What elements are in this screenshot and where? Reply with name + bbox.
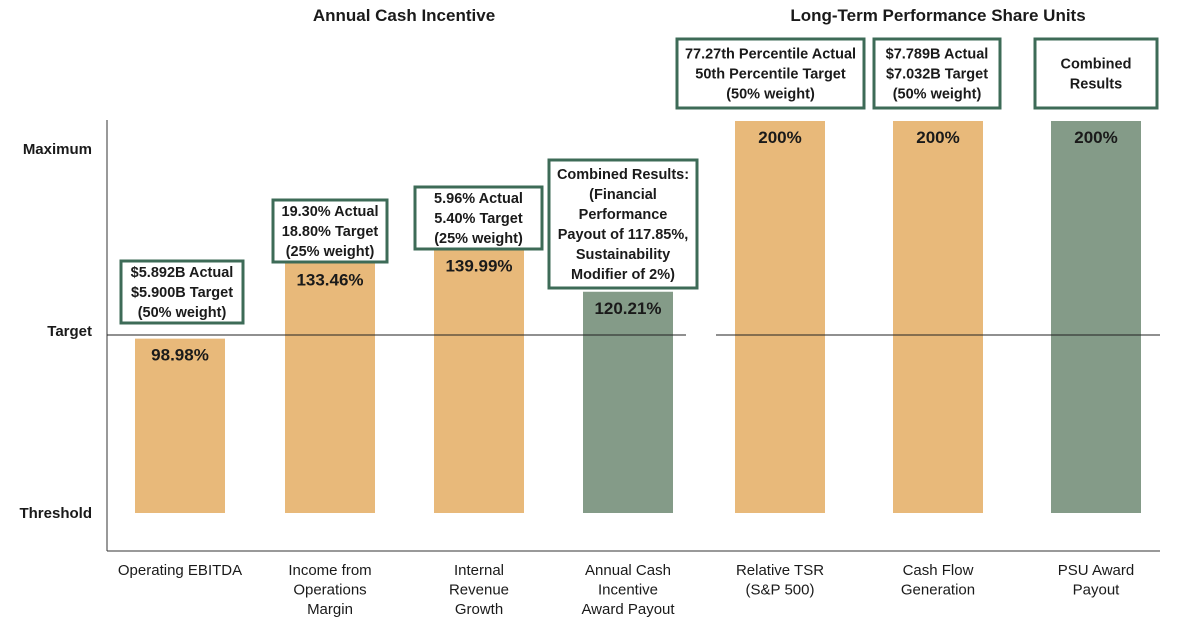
- bar: [735, 121, 825, 513]
- category-label: Annual Cash: [585, 562, 671, 579]
- bar-value-label: 98.98%: [151, 346, 209, 365]
- annotation-box: [119, 259, 245, 325]
- category-label: PSU Award: [1058, 562, 1134, 579]
- category-label: Operations: [293, 582, 366, 599]
- annotation-box: [547, 158, 699, 290]
- y-level-label: Threshold: [19, 505, 92, 522]
- bar-value-label: 133.46%: [296, 270, 363, 289]
- annotation-box: [271, 198, 389, 264]
- annotation-box: [872, 37, 1002, 110]
- group-title: Annual Cash Incentive: [313, 6, 495, 25]
- category-label: Growth: [455, 601, 503, 618]
- bar-value-label: 120.21%: [594, 299, 661, 318]
- category-label: Payout: [1073, 582, 1121, 599]
- bar-value-label: 139.99%: [445, 256, 512, 275]
- category-label: Generation: [901, 582, 975, 599]
- annotation-text: Performance: [579, 207, 668, 223]
- y-level-label: Maximum: [23, 141, 92, 158]
- annotation-text: (25% weight): [286, 244, 375, 260]
- annotation-text: $7.032B Target: [886, 67, 988, 83]
- category-label: Cash Flow: [903, 562, 974, 579]
- category-label: Internal: [454, 562, 504, 579]
- group-title: Long-Term Performance Share Units: [790, 6, 1085, 25]
- annotation-text: 5.96% Actual: [434, 191, 523, 207]
- bar-value-label: 200%: [758, 128, 801, 147]
- annotation-text: Sustainability: [576, 247, 670, 263]
- category-label: Relative TSR: [736, 562, 824, 579]
- category-label: Margin: [307, 601, 353, 618]
- bar: [285, 263, 375, 513]
- bar: [1051, 121, 1141, 513]
- annotation-text: 18.80% Target: [282, 224, 379, 240]
- annotation-text: Modifier of 2%): [571, 267, 675, 283]
- annotation-text: 19.30% Actual: [282, 204, 379, 220]
- annotation-box: [675, 37, 866, 110]
- annotation-text: $5.892B Actual: [131, 265, 234, 281]
- annotation-text: Results: [1070, 77, 1122, 93]
- bar: [135, 338, 225, 513]
- annotation-text: Combined: [1061, 57, 1132, 73]
- annotation-text: (50% weight): [726, 87, 815, 103]
- annotation-text: (25% weight): [434, 231, 523, 247]
- bar: [583, 291, 673, 513]
- annotation-text: (50% weight): [893, 87, 982, 103]
- annotation-text: 5.40% Target: [434, 211, 523, 227]
- annotation-text: 50th Percentile Target: [695, 67, 846, 83]
- annotation-text: $7.789B Actual: [886, 47, 989, 63]
- annotation-box: [1033, 37, 1159, 110]
- category-label: Revenue: [449, 582, 509, 599]
- annotation-text: (Financial: [589, 187, 657, 203]
- annotation-text: (50% weight): [138, 305, 227, 321]
- category-label: Income from: [288, 562, 371, 579]
- category-label: (S&P 500): [746, 582, 815, 599]
- annotation-text: $5.900B Target: [131, 285, 233, 301]
- annotation-box: [413, 185, 544, 251]
- bar: [893, 121, 983, 513]
- annotation-text: Combined Results:: [557, 167, 689, 183]
- y-level-label: Target: [47, 323, 92, 340]
- bar-value-label: 200%: [1074, 128, 1117, 147]
- category-label: Award Payout: [581, 601, 675, 618]
- category-label: Operating EBITDA: [118, 562, 242, 579]
- annotation-text: Payout of 117.85%,: [558, 227, 689, 243]
- bar: [434, 249, 524, 514]
- bar-value-label: 200%: [916, 128, 959, 147]
- annotation-text: 77.27th Percentile Actual: [685, 47, 856, 63]
- category-label: Incentive: [598, 582, 658, 599]
